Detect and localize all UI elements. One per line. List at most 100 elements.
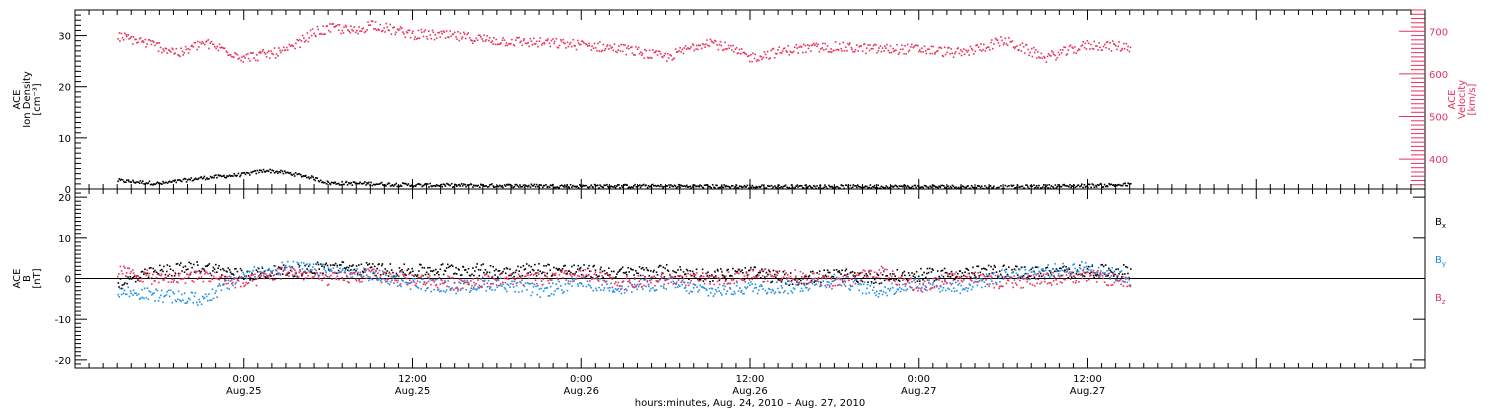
data-point [942, 283, 945, 285]
data-point [911, 185, 914, 188]
data-point [796, 47, 799, 49]
data-point [873, 271, 876, 274]
data-point [690, 187, 692, 189]
data-point [911, 286, 913, 289]
data-point [285, 274, 287, 276]
data-point [664, 267, 666, 270]
data-point [321, 181, 323, 184]
data-point [1001, 269, 1003, 271]
data-point [674, 48, 677, 50]
data-point [388, 29, 390, 32]
data-point [245, 171, 248, 174]
data-point [229, 54, 232, 56]
data-point [834, 41, 837, 43]
data-point [216, 176, 218, 179]
data-point [492, 282, 495, 285]
data-point [1092, 48, 1095, 50]
data-point [435, 37, 438, 39]
data-point [399, 270, 402, 272]
data-point [187, 297, 190, 300]
data-point [244, 284, 247, 286]
data-point [924, 285, 927, 287]
data-point [926, 267, 929, 270]
data-point [718, 283, 721, 286]
data-point [1052, 274, 1055, 277]
data-point [522, 184, 525, 187]
data-point [782, 270, 785, 273]
data-point [940, 285, 942, 288]
data-point [936, 270, 939, 272]
data-point [724, 280, 727, 283]
data-point [334, 262, 337, 265]
data-point [1129, 284, 1132, 286]
data-point [395, 279, 397, 282]
data-point [905, 283, 908, 285]
data-point [1027, 186, 1029, 188]
data-point [464, 37, 467, 40]
data-point [604, 273, 607, 275]
data-point [1121, 273, 1124, 276]
data-point [401, 270, 403, 273]
data-point [625, 288, 627, 290]
data-point [742, 51, 744, 54]
data-point [472, 278, 474, 280]
data-point [128, 38, 130, 40]
data-point [321, 265, 323, 267]
data-point [805, 51, 807, 54]
data-point [949, 185, 952, 188]
data-point [495, 284, 498, 286]
data-point [165, 276, 168, 279]
data-point [481, 279, 484, 282]
data-point [810, 279, 813, 282]
data-point [258, 51, 260, 54]
data-point [882, 186, 884, 188]
data-point [750, 53, 752, 56]
data-point [665, 288, 668, 290]
data-point [182, 178, 185, 181]
data-point [466, 33, 468, 36]
data-point [1054, 184, 1057, 186]
data-point [670, 54, 672, 57]
data-point [762, 280, 764, 283]
data-point [631, 286, 634, 288]
data-point [802, 290, 804, 292]
data-point [584, 42, 587, 45]
data-point [808, 274, 811, 277]
data-point [781, 278, 784, 281]
data-point [247, 275, 250, 277]
data-point [725, 293, 728, 295]
data-point [578, 269, 580, 272]
data-point [988, 285, 991, 287]
data-point [684, 273, 687, 275]
data-point [359, 30, 361, 32]
data-point [243, 278, 245, 280]
data-point [161, 183, 163, 185]
data-point [375, 29, 378, 32]
data-point [521, 290, 523, 293]
data-point [420, 276, 422, 278]
data-point [600, 289, 602, 291]
data-point [441, 279, 443, 282]
data-point [380, 278, 383, 281]
data-point [656, 54, 659, 56]
data-point [453, 273, 455, 275]
data-point [781, 187, 784, 189]
data-point [569, 274, 572, 277]
data-point [810, 44, 813, 47]
data-point [1023, 273, 1026, 275]
data-point [277, 55, 279, 57]
data-point [1059, 270, 1061, 272]
data-point [523, 186, 526, 188]
data-point [919, 186, 922, 189]
data-point [634, 283, 636, 286]
data-point [421, 278, 423, 281]
data-point [530, 294, 532, 297]
data-point [579, 270, 582, 272]
data-point [884, 286, 886, 288]
data-point [1123, 277, 1126, 279]
data-point [146, 43, 148, 45]
data-point [967, 269, 970, 272]
data-point [649, 270, 652, 272]
data-point [358, 278, 361, 281]
data-point [136, 294, 138, 297]
